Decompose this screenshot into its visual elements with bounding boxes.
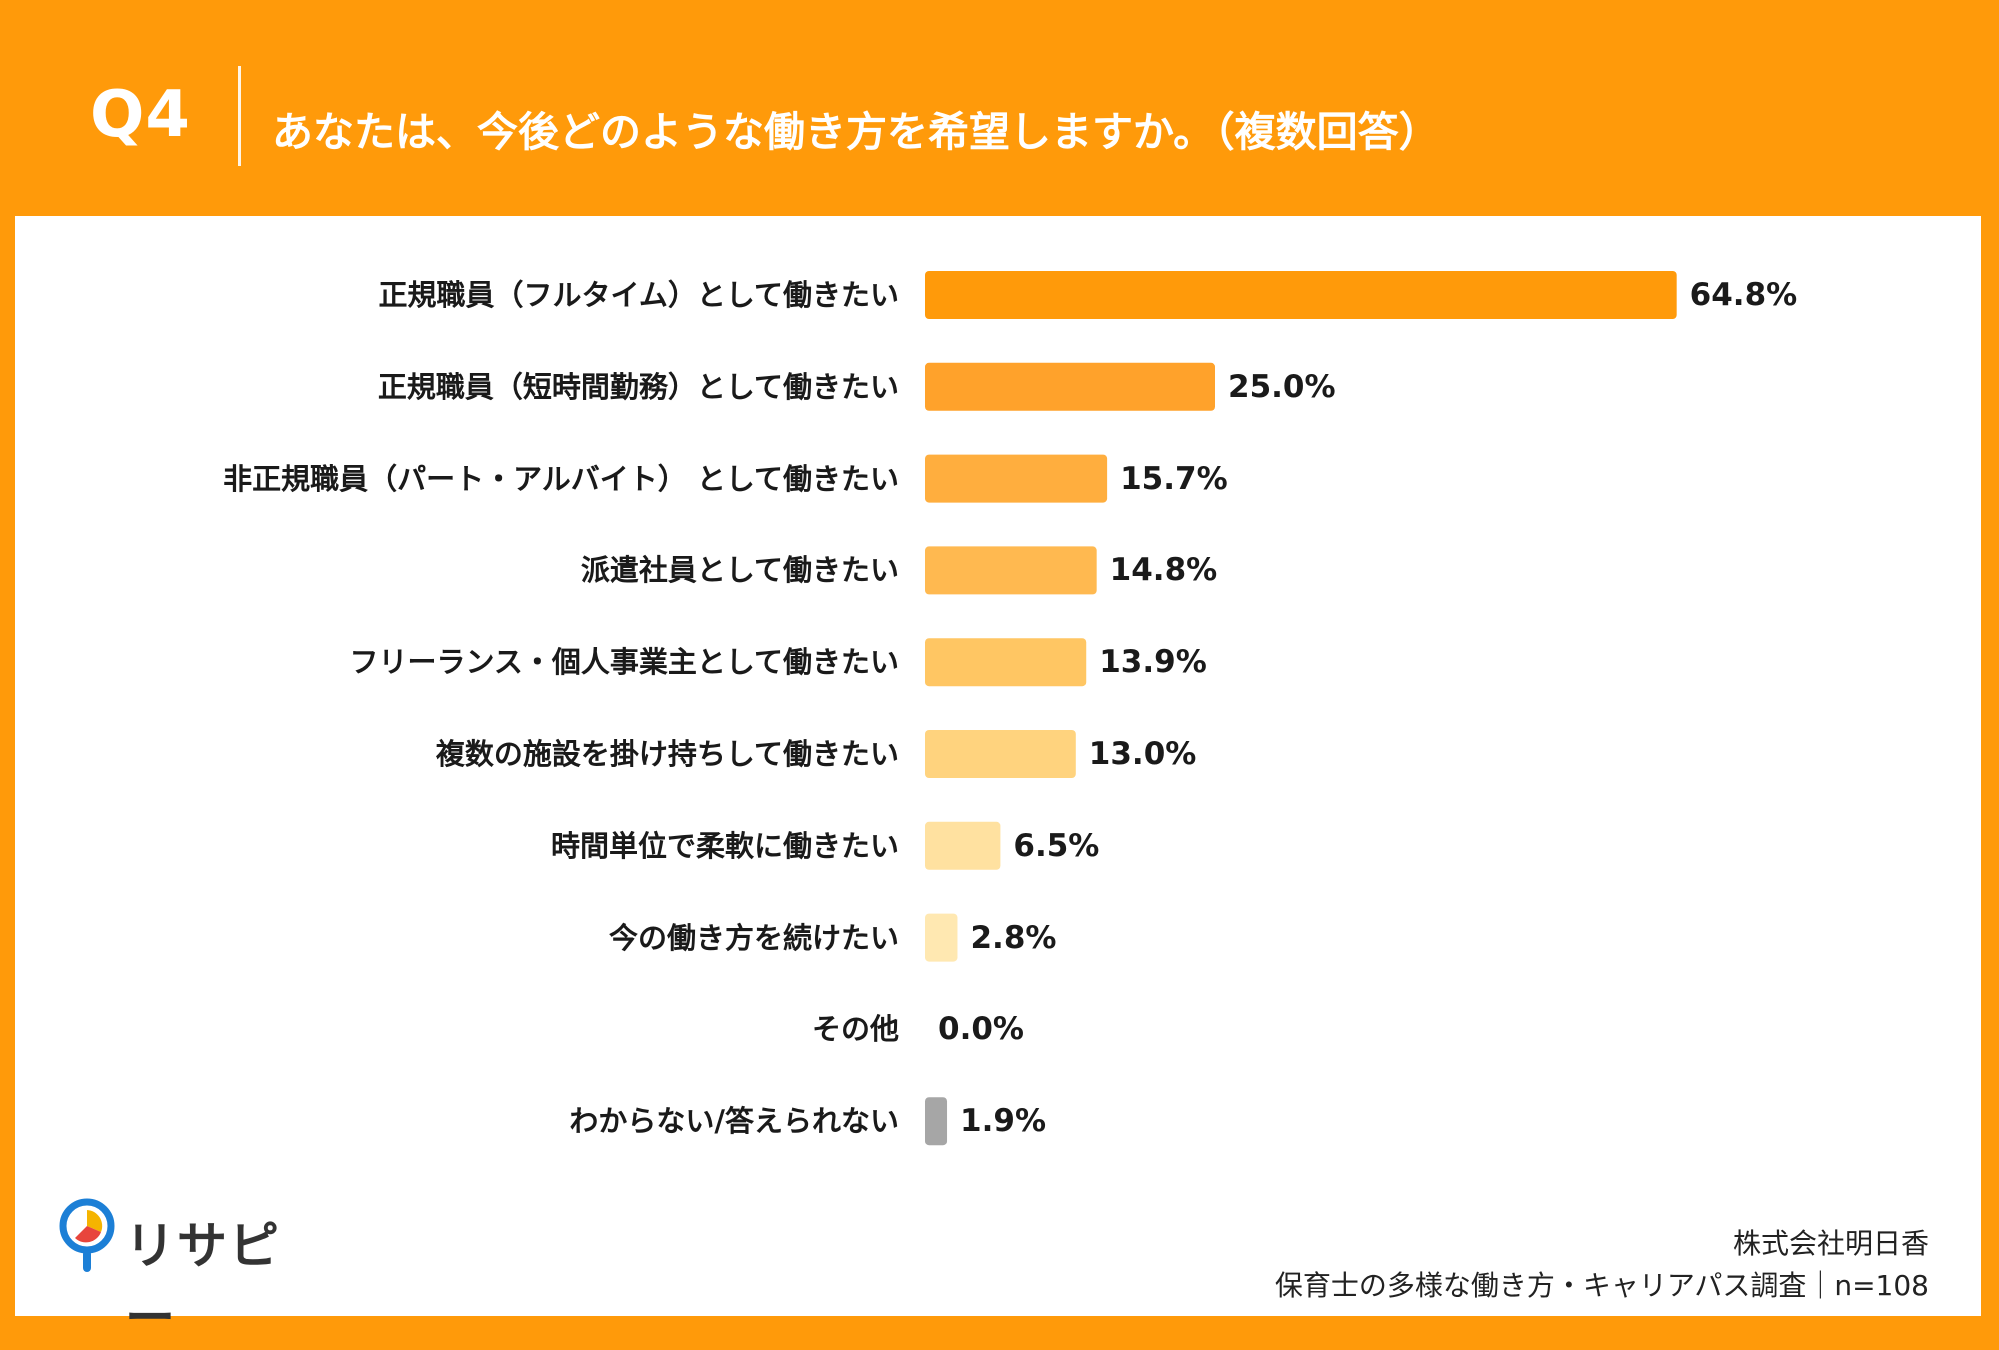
- value-label: 2.8%: [970, 919, 1057, 956]
- value-label: 14.8%: [1109, 552, 1218, 589]
- source-survey: 保育士の多様な働き方・キャリアパス調査｜n=108: [1274, 1269, 1929, 1302]
- value-label: 15.7%: [1120, 460, 1228, 497]
- header-divider: [238, 66, 241, 166]
- bars-svg: [925, 271, 1677, 1146]
- bar-chart: 正規職員（フルタイム）として働きたい 64.8% 正規職員（短時間勤務）として働きた…: [15, 216, 1981, 1180]
- bar: [925, 546, 1097, 595]
- category-label: 今の働き方を続けたい: [608, 920, 899, 955]
- bar: [925, 821, 1001, 870]
- category-label: 複数の施設を掛け持ちして働きたい: [435, 737, 899, 771]
- category-label: 正規職員（フルタイム）として働きたい: [378, 278, 899, 312]
- question-title: あなたは、今後どのような働き方を希望しますか。（複数回答）: [272, 108, 1440, 156]
- category-label: 正規職員（短時間勤務）として働きたい: [377, 369, 899, 404]
- bar: [925, 271, 1677, 319]
- bar: [925, 362, 1215, 411]
- bar: [925, 913, 958, 962]
- value-label: 1.9%: [960, 1103, 1047, 1140]
- value-label: 6.5%: [1013, 827, 1100, 864]
- bar: [925, 638, 1087, 687]
- category-label: その他: [811, 1012, 899, 1047]
- bar: [925, 730, 1076, 778]
- category-label: 非正規職員（パート・アルバイト） として働きたい: [223, 461, 899, 496]
- header: Q4 あなたは、今後どのような働き方を希望しますか。（複数回答）: [0, 0, 1999, 216]
- logo-text: リサピー: [125, 1217, 281, 1347]
- value-label: 0.0%: [938, 1011, 1024, 1048]
- risapy-logo: リサピー: [57, 1198, 317, 1347]
- question-number: Q4: [90, 78, 191, 152]
- category-label: 派遣社員として働きたい: [580, 553, 899, 588]
- value-label: 25.0%: [1228, 368, 1336, 405]
- category-label: フリーランス・個人事業主として働きたい: [349, 645, 899, 680]
- value-label: 13.9%: [1099, 644, 1207, 681]
- bar: [925, 454, 1108, 503]
- logo-pin-icon: [59, 1198, 115, 1272]
- value-label: 13.0%: [1088, 736, 1197, 772]
- bar: [925, 1097, 948, 1146]
- source-company: 株式会社明日香: [1732, 1227, 1929, 1260]
- category-label: わからない/答えられない: [569, 1104, 899, 1139]
- value-label: 64.8%: [1689, 277, 1798, 313]
- category-label: 時間単位で柔軟に働きたい: [550, 828, 899, 863]
- chart-panel: 正規職員（フルタイム）として働きたい 64.8% 正規職員（短時間勤務）として働きた…: [15, 216, 1981, 1347]
